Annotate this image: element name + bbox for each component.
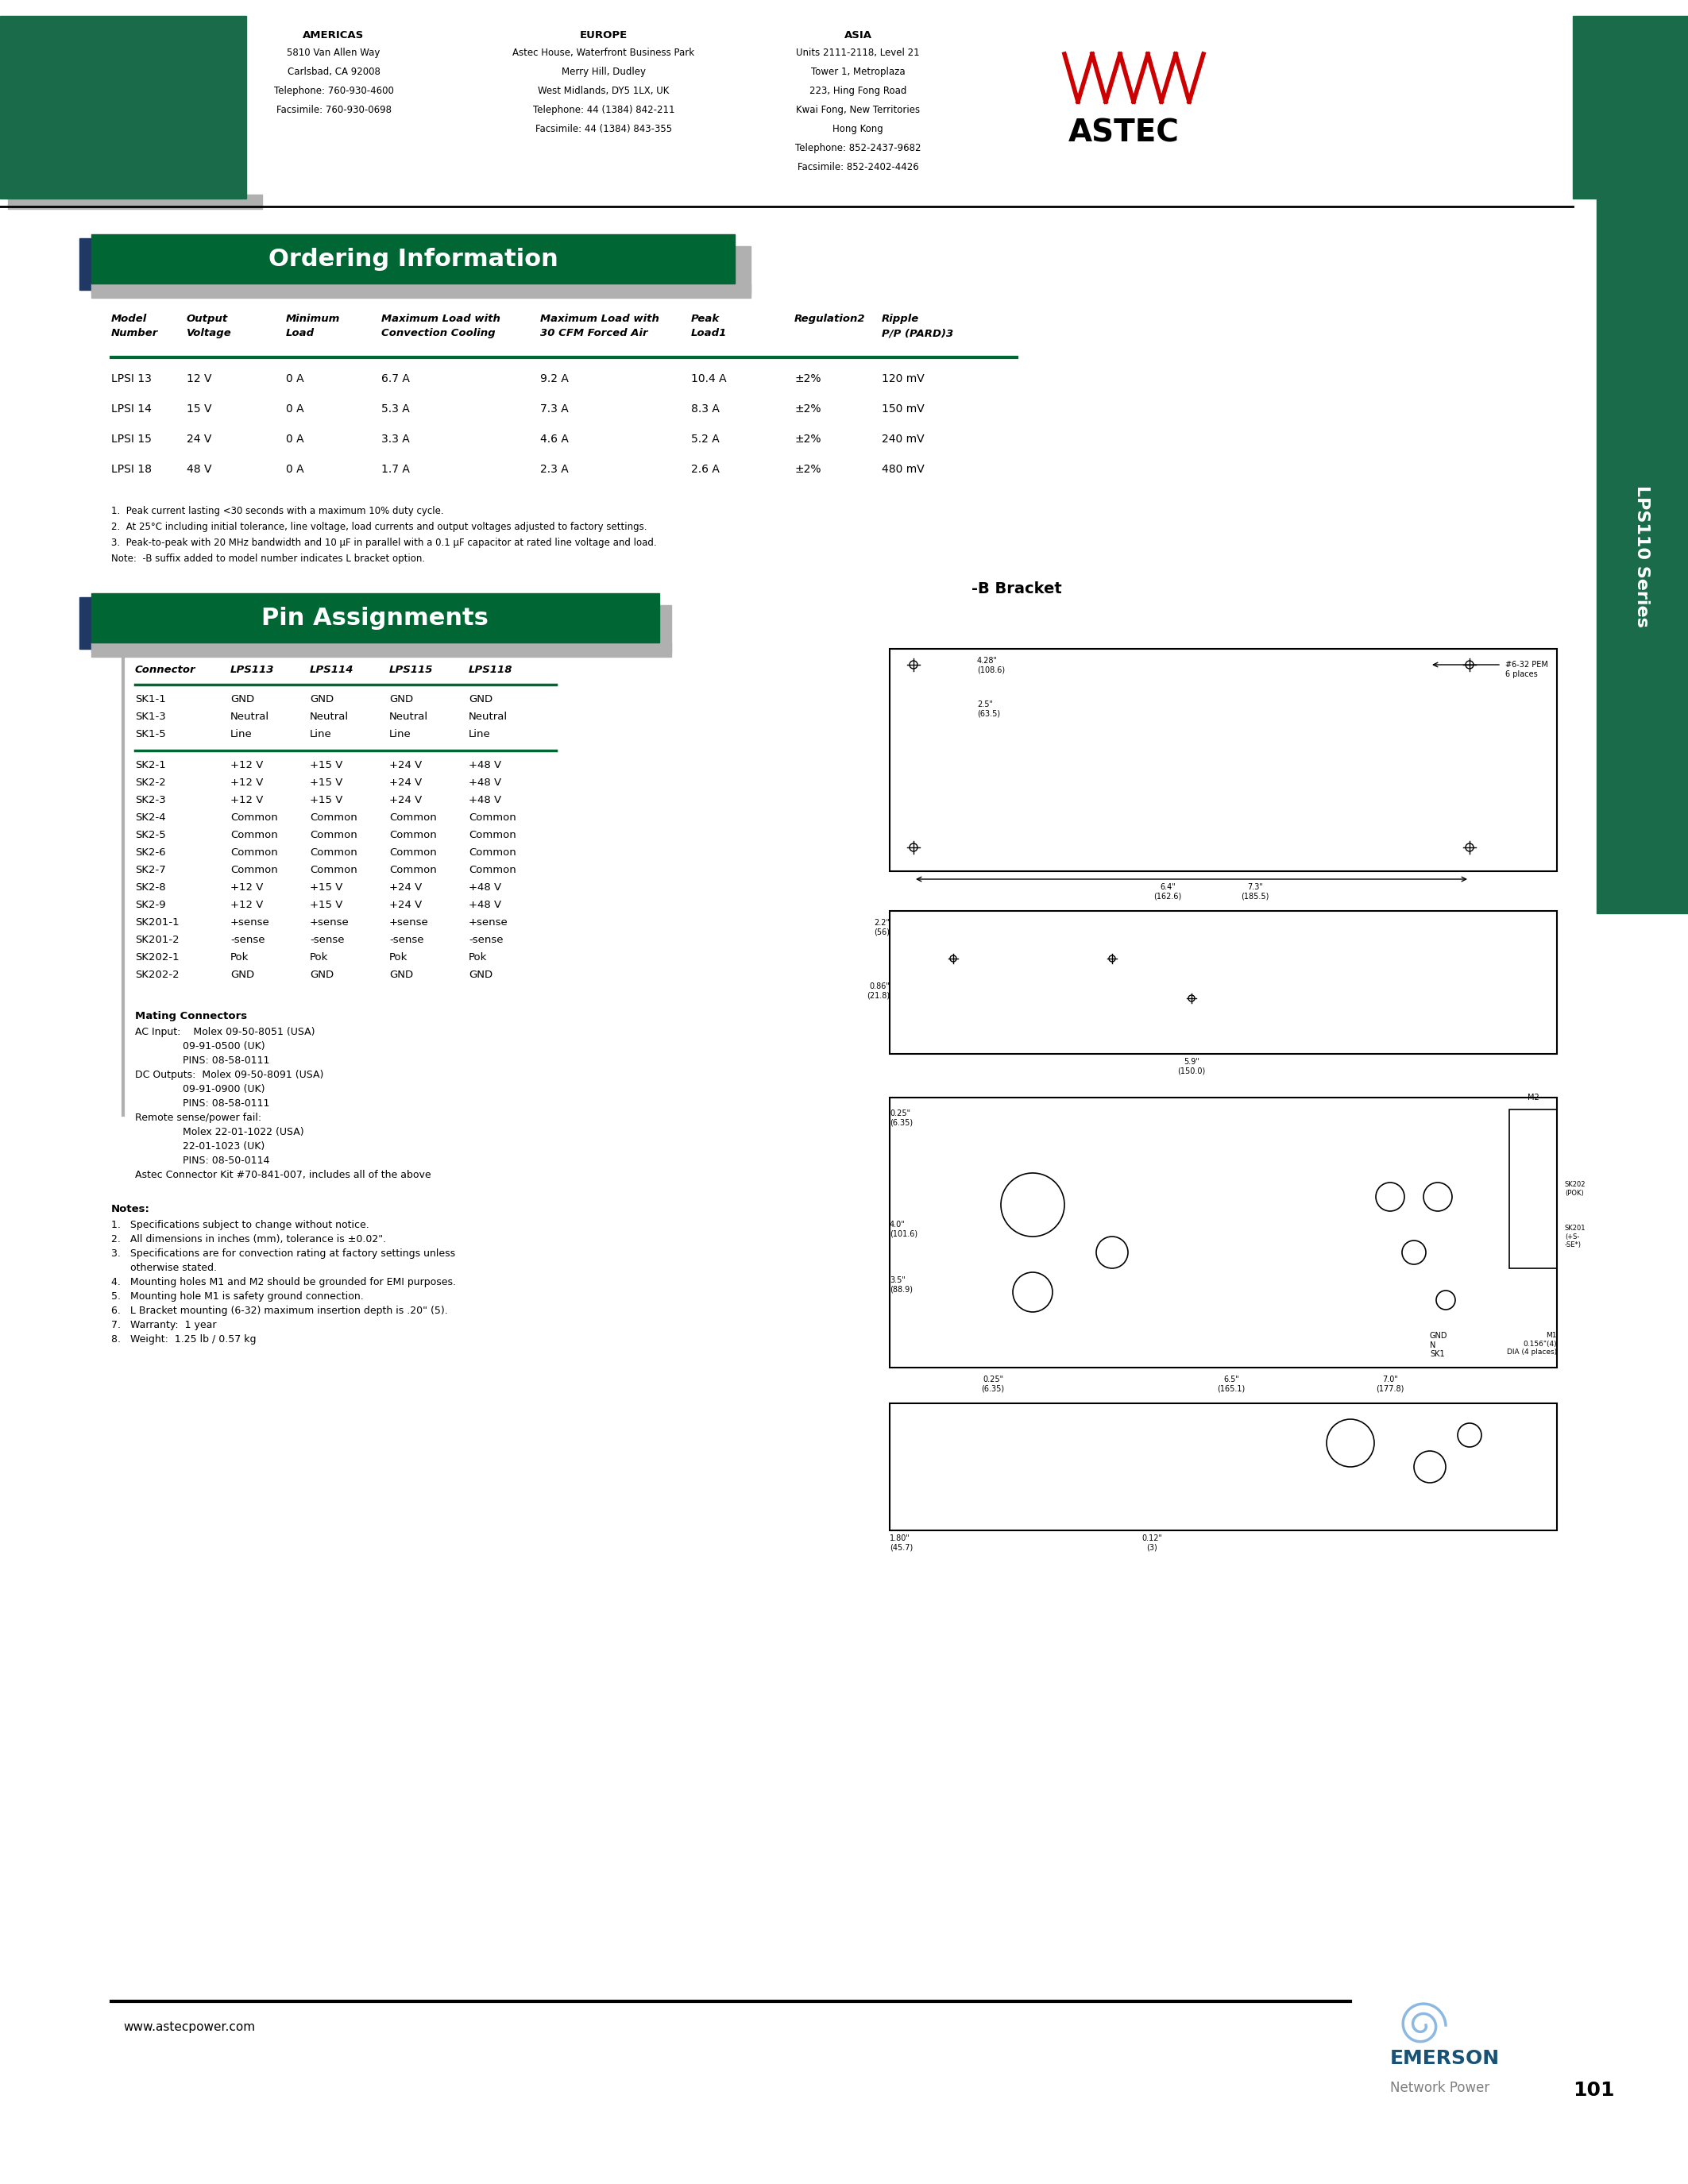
Text: 120 mV: 120 mV [881, 373, 925, 384]
Text: 0 A: 0 A [285, 463, 304, 474]
Text: 6.5"
(165.1): 6.5" (165.1) [1217, 1376, 1246, 1393]
Text: 0.12"
(3): 0.12" (3) [1141, 1535, 1161, 1551]
Text: Astec Connector Kit #70-841-007, includes all of the above: Astec Connector Kit #70-841-007, include… [135, 1171, 430, 1179]
Text: ASTEC: ASTEC [1069, 118, 1180, 149]
Text: +15 V: +15 V [311, 760, 343, 771]
Text: LPS118: LPS118 [469, 664, 513, 675]
Bar [79, 238, 731, 290]
Text: AMERICAS: AMERICAS [302, 31, 365, 41]
Text: 0 A: 0 A [285, 373, 304, 384]
Text: ±2%: ±2% [795, 463, 820, 474]
Text: +sense: +sense [469, 917, 508, 928]
Text: SK2-1: SK2-1 [135, 760, 165, 771]
Text: PINS: 08-50-0114: PINS: 08-50-0114 [135, 1155, 270, 1166]
Text: GND
N
SK1: GND N SK1 [1430, 1332, 1448, 1358]
Text: Common: Common [230, 830, 279, 841]
Text: 09-91-0900 (UK): 09-91-0900 (UK) [135, 1083, 265, 1094]
Text: Mating Connectors: Mating Connectors [135, 1011, 246, 1022]
Text: 5.   Mounting hole M1 is safety ground connection.: 5. Mounting hole M1 is safety ground con… [111, 1291, 363, 1302]
Text: Common: Common [390, 830, 437, 841]
Text: LPSI 13: LPSI 13 [111, 373, 152, 384]
Text: 6.4"
(162.6): 6.4" (162.6) [1153, 882, 1182, 900]
Text: SK201-1: SK201-1 [135, 917, 179, 928]
Text: Common: Common [230, 812, 279, 823]
Text: Common: Common [311, 865, 358, 876]
Text: Minimum: Minimum [285, 314, 341, 323]
Text: SK202
(POK): SK202 (POK) [1565, 1182, 1587, 1197]
Text: SK2-4: SK2-4 [135, 812, 165, 823]
Text: Molex 22-01-1022 (USA): Molex 22-01-1022 (USA) [135, 1127, 304, 1138]
Text: M1
0.156"(4)
DIA (4 places): M1 0.156"(4) DIA (4 places) [1507, 1332, 1556, 1356]
Text: 0 A: 0 A [285, 404, 304, 415]
Text: #6-32 PEM
6 places: #6-32 PEM 6 places [1506, 662, 1548, 677]
Text: 2.3 A: 2.3 A [540, 463, 569, 474]
Text: LPS110 Series: LPS110 Series [1634, 485, 1649, 627]
Text: Common: Common [311, 847, 358, 858]
Text: SK2-8: SK2-8 [135, 882, 165, 893]
Bar [91, 234, 734, 284]
Text: P/P (PARD)3: P/P (PARD)3 [881, 328, 954, 339]
Text: 4.28"
(108.6): 4.28" (108.6) [977, 657, 1004, 675]
Text: 0 A: 0 A [285, 435, 304, 446]
Text: 6.   L Bracket mounting (6-32) maximum insertion depth is .20" (5).: 6. L Bracket mounting (6-32) maximum ins… [111, 1306, 447, 1317]
Text: -B Bracket: -B Bracket [972, 581, 1062, 596]
Text: SK2-7: SK2-7 [135, 865, 165, 876]
Text: SK202-1: SK202-1 [135, 952, 179, 963]
Text: Pok: Pok [390, 952, 408, 963]
Text: GND: GND [311, 695, 334, 705]
Text: ±2%: ±2% [795, 404, 820, 415]
Text: +12 V: +12 V [230, 778, 263, 788]
Text: 8.3 A: 8.3 A [690, 404, 719, 415]
Text: Maximum Load with: Maximum Load with [540, 314, 660, 323]
Text: SK1-1: SK1-1 [135, 695, 165, 705]
Text: 24 V: 24 V [187, 435, 211, 446]
Text: 3.   Specifications are for convection rating at factory settings unless: 3. Specifications are for convection rat… [111, 1249, 456, 1258]
Text: Note:  -B suffix added to model number indicates L bracket option.: Note: -B suffix added to model number in… [111, 553, 425, 563]
Text: 1.  Peak current lasting <30 seconds with a maximum 10% duty cycle.: 1. Peak current lasting <30 seconds with… [111, 507, 444, 515]
Text: 223, Hing Fong Road: 223, Hing Fong Road [809, 85, 906, 96]
Text: -sense: -sense [469, 935, 503, 946]
Text: +48 V: +48 V [469, 900, 501, 911]
Text: Line: Line [390, 729, 412, 740]
Text: M2: M2 [1528, 1094, 1539, 1101]
Bar [890, 1099, 1556, 1367]
Text: +12 V: +12 V [230, 882, 263, 893]
Text: SK2-5: SK2-5 [135, 830, 165, 841]
Text: 5.2 A: 5.2 A [690, 435, 719, 446]
Text: Telephone: 760-930-4600: Telephone: 760-930-4600 [273, 85, 393, 96]
Text: Neutral: Neutral [390, 712, 429, 723]
Bar [91, 605, 672, 657]
Text: Common: Common [390, 847, 437, 858]
Text: GND: GND [469, 695, 493, 705]
Text: +15 V: +15 V [311, 882, 343, 893]
Text: -sense: -sense [311, 935, 344, 946]
Text: 10.4 A: 10.4 A [690, 373, 726, 384]
Bar [91, 594, 660, 642]
Text: Common: Common [469, 865, 517, 876]
Text: 0.25"
(6.35): 0.25" (6.35) [890, 1109, 913, 1127]
Text: otherwise stated.: otherwise stated. [111, 1262, 216, 1273]
Text: 30 CFM Forced Air: 30 CFM Forced Air [540, 328, 648, 339]
Text: SK202-2: SK202-2 [135, 970, 179, 981]
Text: 4.0"
(101.6): 4.0" (101.6) [890, 1221, 918, 1238]
Text: GND: GND [230, 970, 255, 981]
Text: +24 V: +24 V [390, 882, 422, 893]
Text: 7.3"
(185.5): 7.3" (185.5) [1241, 882, 1269, 900]
Text: +sense: +sense [311, 917, 349, 928]
Text: 48 V: 48 V [187, 463, 211, 474]
Text: Line: Line [469, 729, 491, 740]
Text: Kwai Fong, New Territories: Kwai Fong, New Territories [797, 105, 920, 116]
Text: -sense: -sense [230, 935, 265, 946]
Text: GND: GND [390, 695, 414, 705]
Text: +48 V: +48 V [469, 795, 501, 806]
Text: SK2-3: SK2-3 [135, 795, 165, 806]
Text: ASIA: ASIA [844, 31, 871, 41]
Text: LPS113: LPS113 [230, 664, 275, 675]
Text: Pok: Pok [469, 952, 488, 963]
Text: Facsimile: 852-2402-4426: Facsimile: 852-2402-4426 [797, 162, 918, 173]
Text: +24 V: +24 V [390, 900, 422, 911]
Text: ±2%: ±2% [795, 373, 820, 384]
Text: 5.9"
(150.0): 5.9" (150.0) [1178, 1057, 1205, 1075]
Text: 5.3 A: 5.3 A [381, 404, 410, 415]
Text: EUROPE: EUROPE [579, 31, 628, 41]
